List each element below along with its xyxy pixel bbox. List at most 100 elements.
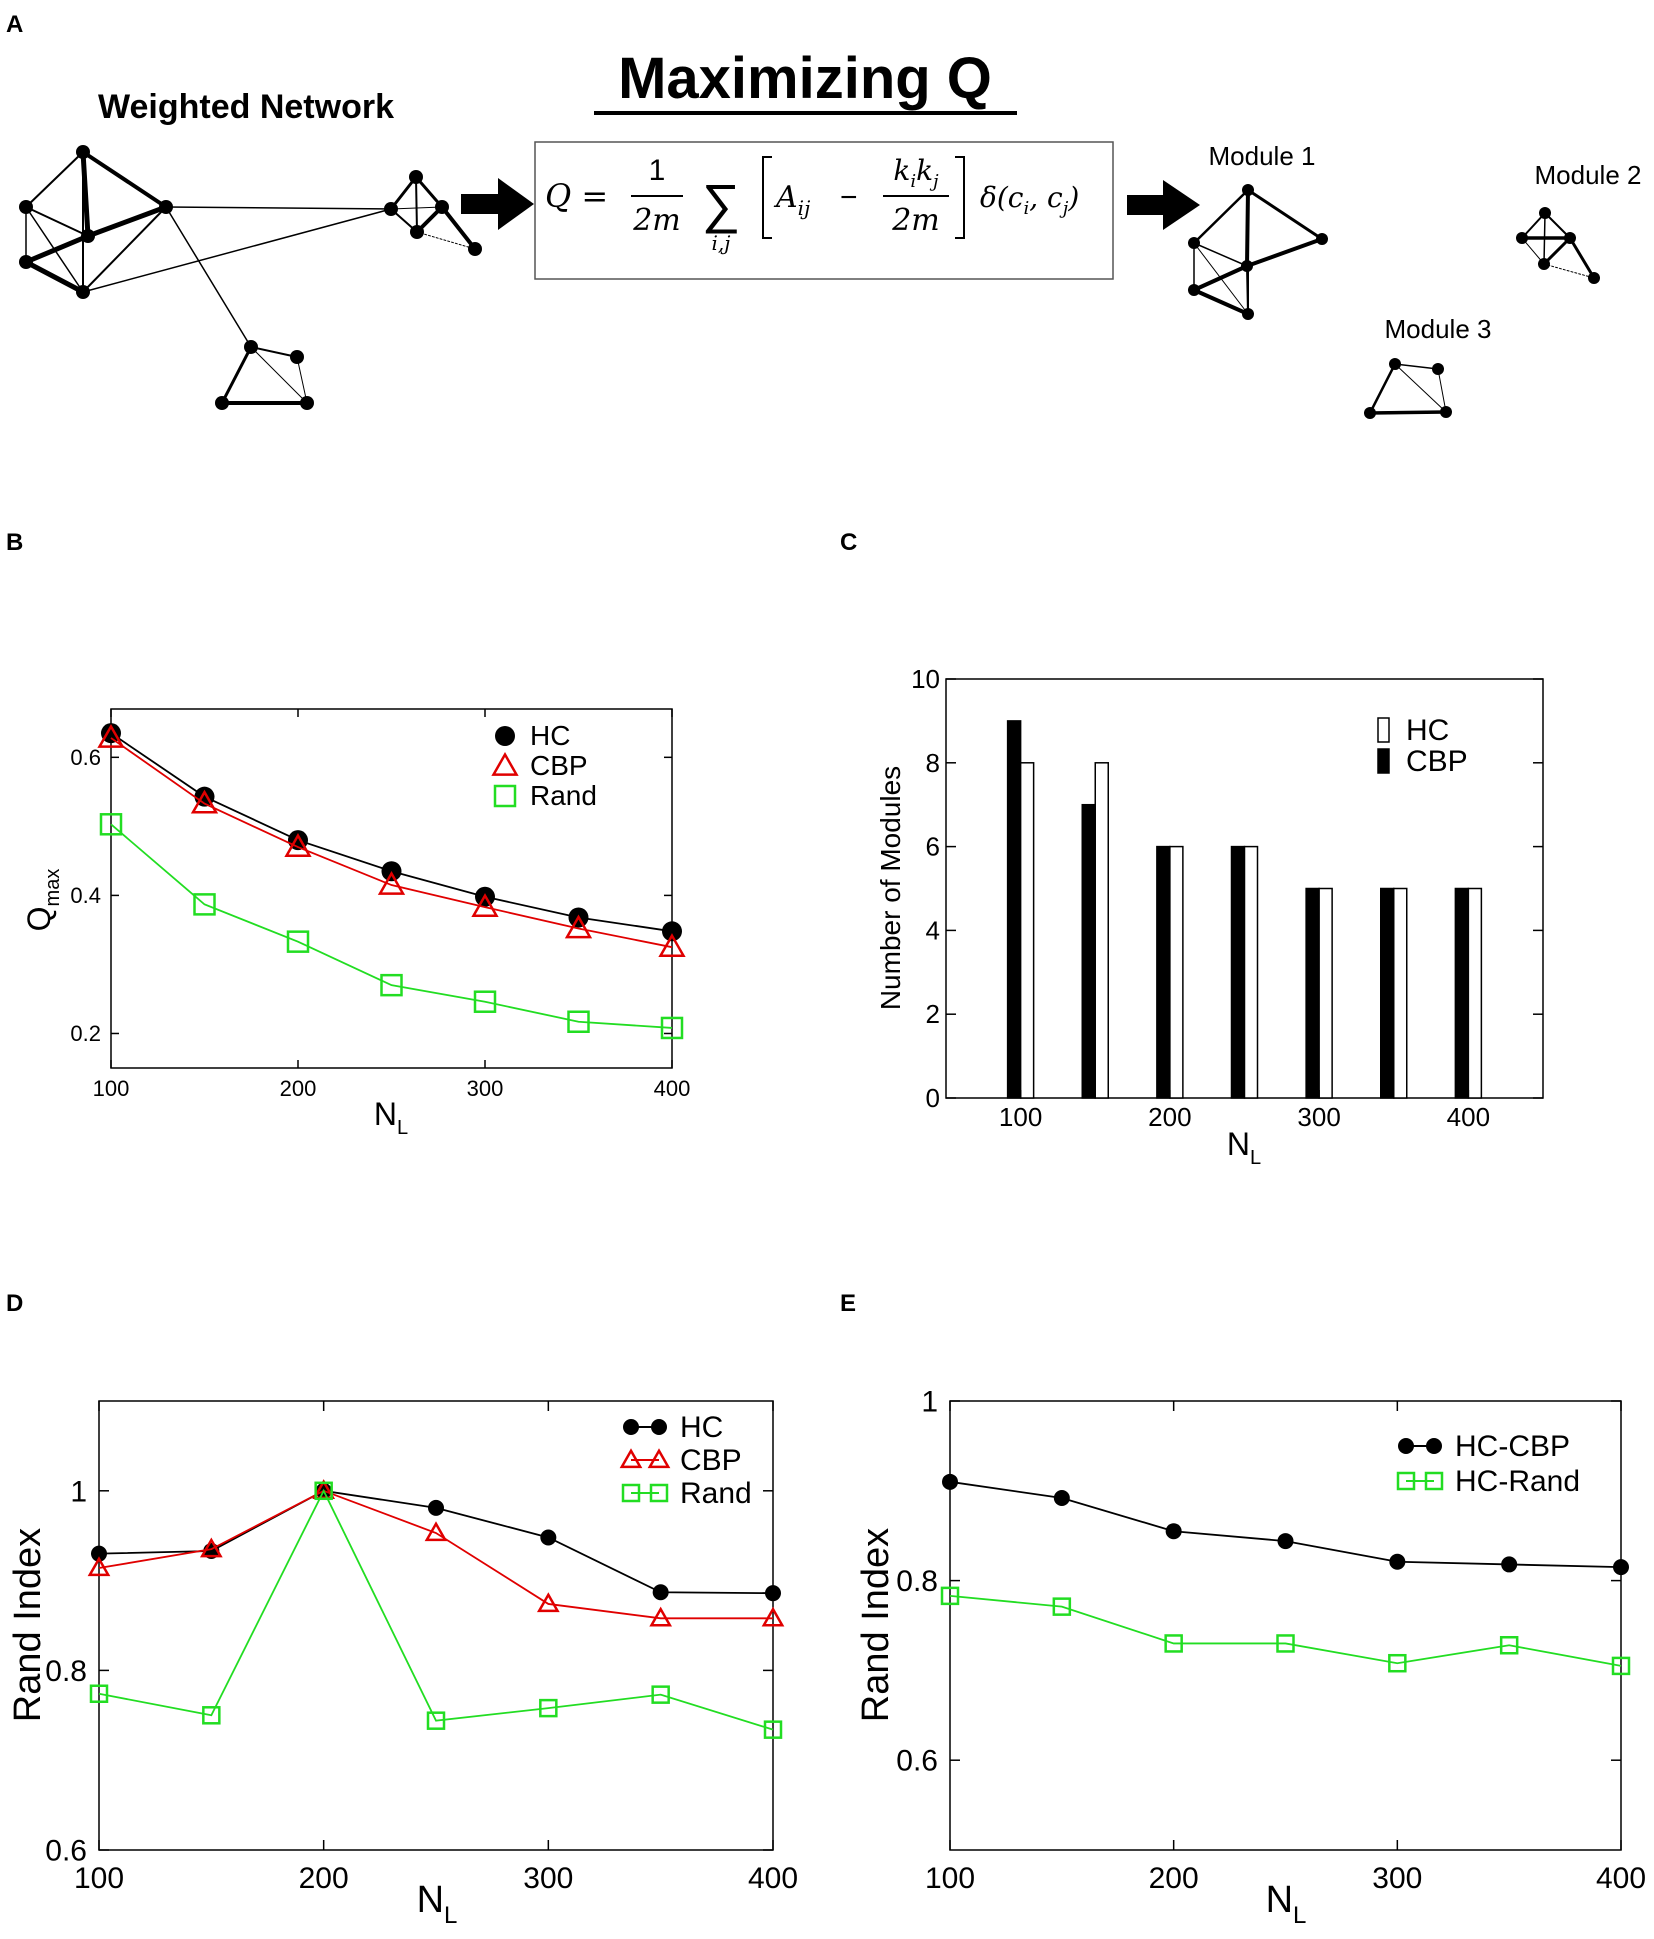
chart-d-point-rand <box>539 1698 558 1718</box>
chart-b-plot <box>97 723 686 1040</box>
chart-c: 100 200 300 400 0 2 4 6 8 10 NL Number of Modules… <box>875 664 1544 1169</box>
chart-c-bar-hc <box>1243 845 1259 1099</box>
chart-b-legend-marker-rand <box>493 784 517 808</box>
chart-c-legend-swatch-cbp <box>1377 748 1390 774</box>
chart-c-bar-hc <box>1318 887 1333 1099</box>
chart-d: 100 200 300 400 0.6 0.8 1 NL Rand Index HCCBPR… <box>7 1400 798 1929</box>
chart-c-bar-cbp <box>1230 845 1246 1099</box>
chart-d-point-hc <box>91 1545 107 1562</box>
module-2-label: Module 2 <box>1535 160 1642 190</box>
chart-e-point-hc-cbp <box>1501 1556 1518 1573</box>
chart-c-ytick-label: 6 <box>926 832 940 862</box>
chart-d-point-rand <box>314 1481 333 1501</box>
chart-d-ytick-label: 0.8 <box>45 1655 87 1688</box>
chart-e-point-hc-rand <box>1164 1634 1183 1653</box>
chart-b-xtick-label: 200 <box>280 1076 317 1101</box>
chart-d-plot <box>87 1479 785 1739</box>
chart-d-series-line-rand <box>98 1488 774 1731</box>
arrow-to-modules <box>1127 180 1200 230</box>
formula-sum: ∑ <box>702 174 741 234</box>
chart-b-legend-label-cbp: CBP <box>530 750 588 781</box>
chart-c-xlabel: NL <box>1227 1126 1261 1169</box>
chart-d-point-rand <box>651 1685 670 1704</box>
chart-d-point-rand <box>426 1711 446 1730</box>
chart-b-xlabel: NL <box>374 1096 408 1139</box>
chart-c-bar-cbp <box>1305 887 1320 1099</box>
chart-e-point-hc-rand <box>940 1586 960 1606</box>
chart-b-point-rand <box>99 813 123 836</box>
modularity-formula: Q = 1 2m ∑ i,j Aij − kikj 2m δ(ci, cj) <box>534 141 1114 280</box>
chart-e-point-hc-cbp <box>1389 1553 1406 1570</box>
chart-c-bar-hc <box>1393 887 1408 1099</box>
chart-e-legend-marker-hc-rand <box>1424 1471 1444 1491</box>
chart-d-point-cbp <box>536 1592 560 1613</box>
chart-b-legend-label-hc: HC <box>530 720 570 751</box>
formula-delta: δ(ci, cj) <box>980 181 1079 219</box>
chart-d-ytick-label: 1 <box>70 1475 87 1508</box>
chart-e-ytick-label: 0.8 <box>896 1565 938 1598</box>
chart-d-series-line-cbp <box>98 1489 773 1620</box>
chart-b-ticks: 100 200 300 400 0.2 0.4 0.6 <box>70 709 690 1101</box>
chart-b-point-rand <box>473 990 497 1013</box>
chart-b-point-cbp <box>658 933 686 958</box>
chart-c-bar-hc <box>1467 887 1483 1099</box>
chart-c-bar-hc <box>1019 762 1035 1099</box>
module-1-label: Module 1 <box>1209 141 1316 171</box>
chart-b-point-cbp <box>97 723 125 748</box>
chart-c-ytick-label: 0 <box>926 1083 940 1113</box>
weighted-network-label: Weighted Network <box>98 88 394 126</box>
panel-label-b: B <box>6 529 23 556</box>
chart-d-legend-marker-cbp <box>647 1448 671 1469</box>
chart-b-xtick-label: 300 <box>467 1076 504 1101</box>
chart-b-point-rand <box>567 1010 590 1033</box>
formula-den: 2m <box>632 203 681 238</box>
chart-e-point-hc-cbp <box>942 1473 958 1490</box>
chart-c-bar-cbp <box>1380 887 1395 1099</box>
chart-d-point-cbp <box>424 1521 448 1542</box>
chart-c-bar-cbp <box>1006 720 1022 1099</box>
chart-d-legend-marker-rand <box>649 1483 669 1503</box>
chart-c-xtick-label: 400 <box>1447 1102 1490 1132</box>
module-3-label: Module 3 <box>1385 314 1492 344</box>
chart-e-point-hc-rand <box>1276 1634 1295 1653</box>
chart-e-point-hc-rand <box>1611 1656 1631 1676</box>
chart-b-point-hc <box>662 921 682 942</box>
chart-b-ytick-label: 0.6 <box>70 745 101 770</box>
chart-b-ylabel: Qmax <box>21 869 64 932</box>
chart-e-ticks: 100 200 300 400 0.6 0.8 1 <box>896 1386 1646 1896</box>
chart-e-plot <box>940 1473 1631 1676</box>
chart-d-point-hc <box>652 1584 669 1601</box>
panel-a: A Maximizing Q Weighted Network <box>6 11 1641 419</box>
chart-c-xtick-label: 300 <box>1297 1102 1340 1132</box>
chart-e-point-hc-cbp <box>1165 1523 1182 1540</box>
formula-frac2-den: 2m <box>891 203 940 238</box>
panel-label-d: D <box>6 1290 23 1317</box>
chart-c-bar-hc <box>1094 762 1109 1099</box>
chart-e-ytick-label: 0.6 <box>896 1745 938 1778</box>
chart-c-bar-cbp <box>1454 887 1470 1099</box>
chart-d-point-rand <box>202 1706 221 1725</box>
chart-d-point-cbp <box>649 1606 673 1627</box>
chart-b-frame <box>110 708 673 1069</box>
chart-d-legend-marker-hc <box>623 1419 639 1435</box>
chart-b-point-cbp <box>564 914 593 939</box>
chart-d-legend-label-hc: HC <box>680 1411 723 1444</box>
chart-b-legend-marker-hc <box>495 726 515 746</box>
chart-d-point-cbp <box>199 1537 223 1558</box>
chart-e-legend-label-hc-rand: HC-Rand <box>1455 1465 1580 1498</box>
chart-b-series-line-rand <box>110 823 673 1029</box>
chart-c-plot <box>1006 720 1483 1099</box>
chart-c-bar-hc <box>1169 845 1184 1099</box>
chart-c-xtick-label: 100 <box>999 1102 1042 1132</box>
chart-d-frame <box>98 1400 774 1851</box>
chart-b-ytick-label: 0.2 <box>70 1021 101 1046</box>
chart-b-point-cbp <box>377 871 406 895</box>
chart-b-legend-marker-cbp <box>491 751 519 776</box>
chart-e-legend-label-hc-cbp: HC-CBP <box>1455 1430 1570 1463</box>
chart-d-point-hc <box>428 1499 444 1516</box>
chart-d-legend-marker-rand <box>621 1483 641 1503</box>
